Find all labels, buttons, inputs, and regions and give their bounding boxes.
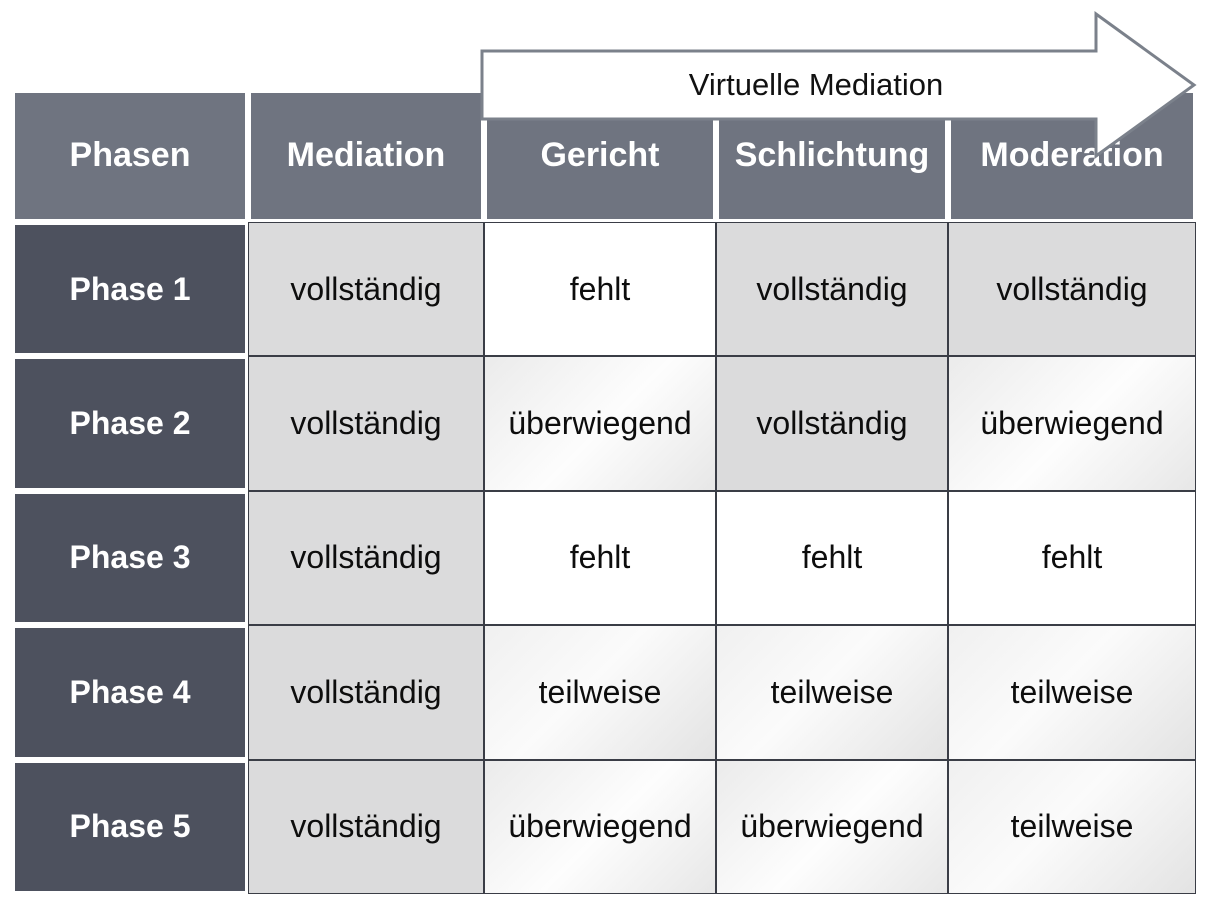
matrix-cell: teilweise: [716, 625, 948, 760]
matrix-cell: vollständig: [248, 759, 484, 894]
matrix-cell: vollständig: [716, 222, 948, 357]
matrix-cell: teilweise: [948, 759, 1196, 894]
mediation-phase-table: Phasen Mediation Gericht Schlichtung Mod…: [12, 90, 1196, 894]
matrix-cell: überwiegend: [716, 759, 948, 894]
matrix-cell: teilweise: [484, 625, 716, 760]
column-header-mediation: Mediation: [248, 90, 484, 222]
arrow-label: Virtuelle Mediation: [688, 67, 944, 102]
phase-row-label: Phase 4: [12, 625, 248, 760]
phase-row-label: Phase 2: [12, 356, 248, 491]
matrix-cell: vollständig: [248, 222, 484, 357]
phase-row-label: Phase 3: [12, 490, 248, 626]
matrix-cell: vollständig: [248, 356, 484, 491]
matrix-cell: vollständig: [248, 625, 484, 760]
matrix-cell: überwiegend: [484, 356, 716, 491]
matrix-cell: fehlt: [484, 490, 716, 626]
matrix-cell: vollständig: [248, 490, 484, 626]
matrix-cell: fehlt: [716, 490, 948, 626]
matrix-cell: fehlt: [484, 222, 716, 357]
phase-row-label: Phase 1: [12, 222, 248, 357]
phase-row-label: Phase 5: [12, 759, 248, 894]
column-header-phasen: Phasen: [12, 90, 248, 222]
matrix-cell: vollständig: [948, 222, 1196, 357]
matrix-cell: überwiegend: [484, 759, 716, 894]
matrix-cell: teilweise: [948, 625, 1196, 760]
matrix-cell: fehlt: [948, 490, 1196, 626]
matrix-cell: vollständig: [716, 356, 948, 491]
matrix-cell: überwiegend: [948, 356, 1196, 491]
